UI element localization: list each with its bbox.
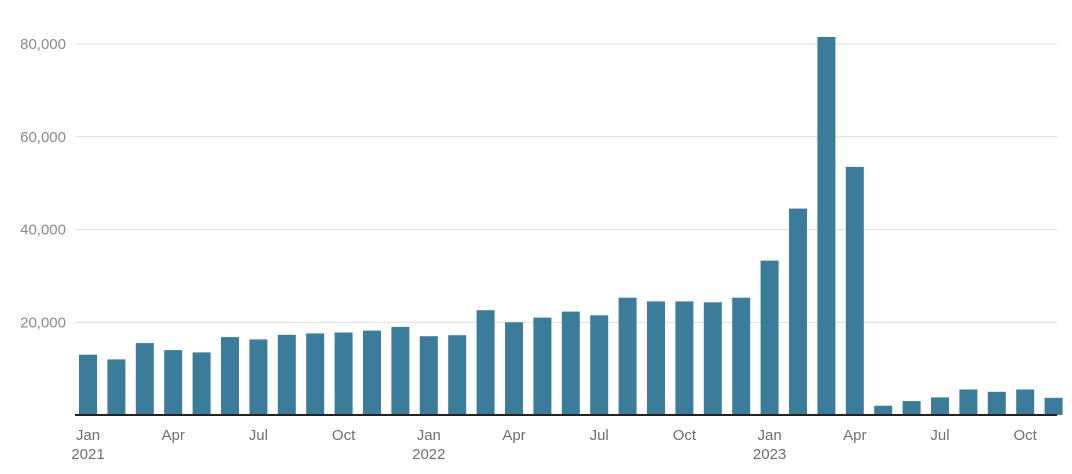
bar-2021-01 — [79, 354, 97, 415]
x-tick-month-label: Apr — [502, 427, 525, 444]
x-tick-month-label: Oct — [332, 427, 356, 444]
bar-2021-08 — [277, 334, 296, 415]
bar-2022-11 — [703, 302, 722, 415]
bar-2022-12 — [732, 297, 751, 415]
x-tick-year-label: 2022 — [412, 446, 445, 463]
bar-2022-02 — [448, 335, 467, 415]
bar-2023-02 — [789, 208, 807, 415]
y-tick-label: 40,000 — [20, 222, 66, 239]
x-tick-month-label: Jul — [590, 427, 609, 444]
bar-2023-03 — [817, 37, 836, 415]
y-tick-label: 20,000 — [20, 314, 66, 331]
x-tick-month-label: Jul — [930, 427, 949, 444]
bar-2022-08 — [618, 297, 637, 415]
bars — [79, 37, 1063, 416]
bar-2022-05 — [533, 317, 552, 415]
bar-2022-09 — [647, 301, 665, 415]
bar-2023-10 — [1016, 389, 1035, 415]
bar-2023-08 — [959, 389, 978, 415]
bar-2023-01 — [760, 260, 779, 415]
bar-2021-05 — [192, 352, 211, 415]
x-tick-month-label: Jan — [76, 427, 100, 444]
x-tick-month-label: Oct — [673, 427, 697, 444]
bar-2021-10 — [334, 332, 353, 415]
x-tick-month-label: Jul — [249, 427, 268, 444]
bar-2022-03 — [476, 310, 495, 415]
x-tick-month-label: Jan — [417, 427, 441, 444]
bar-2021-11 — [363, 330, 381, 415]
y-tick-label: 60,000 — [20, 129, 66, 146]
bar-2023-05 — [874, 405, 893, 415]
bar-2022-01 — [419, 336, 438, 415]
x-tick-year-label: 2023 — [753, 446, 786, 463]
bar-2022-07 — [590, 315, 609, 415]
bar-2021-12 — [391, 326, 410, 415]
bar-2023-07 — [931, 397, 949, 415]
x-tick-month-label: Apr — [843, 427, 866, 444]
x-tick-month-label: Apr — [162, 427, 185, 444]
y-tick-label: 80,000 — [20, 36, 66, 53]
bar-2021-07 — [249, 339, 268, 415]
bar-2021-02 — [107, 359, 126, 415]
bar-2021-09 — [306, 333, 325, 415]
bar-2021-06 — [221, 337, 239, 415]
bar-2023-11 — [1044, 397, 1063, 415]
bar-2023-06 — [902, 401, 921, 415]
x-axis-ticks: Jan 2021 Apr Jul Oct Jan 2022 Apr Jul Oct Jan 2023 A… — [71, 427, 1037, 463]
gridlines — [75, 43, 1057, 323]
x-tick-year-label: 2021 — [71, 446, 104, 463]
bar-2021-03 — [135, 343, 154, 415]
bar-2023-09 — [987, 391, 1006, 415]
y-axis-ticks: 20,000 40,000 60,000 80,000 — [20, 36, 66, 331]
x-tick-month-label: Oct — [1014, 427, 1038, 444]
bar-2021-04 — [164, 350, 183, 415]
bar-2022-06 — [561, 311, 580, 415]
x-tick-month-label: Jan — [758, 427, 782, 444]
bar-2022-10 — [675, 301, 694, 415]
bar-2022-04 — [505, 322, 523, 416]
bar-2023-04 — [845, 166, 864, 415]
